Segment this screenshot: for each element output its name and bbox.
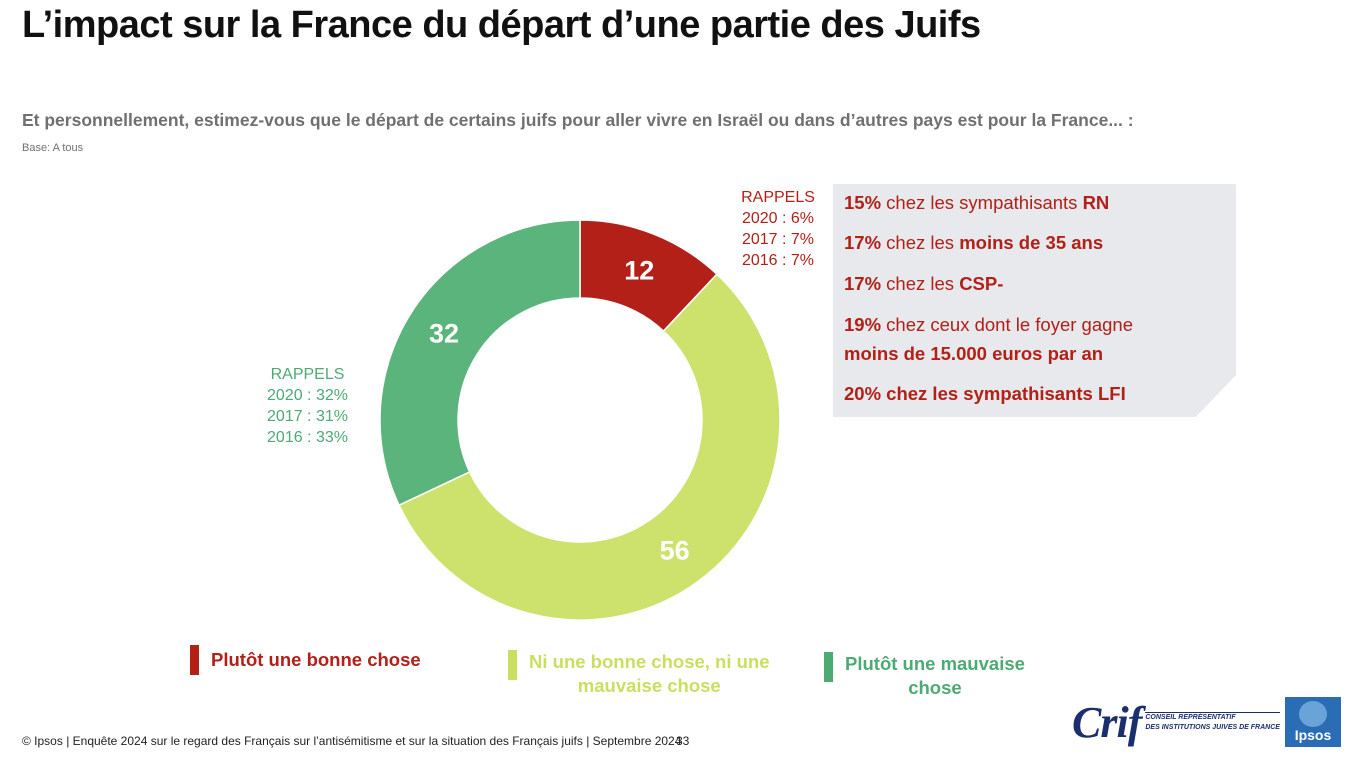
footer-source: © Ipsos | Enquête 2024 sur le regard des… — [22, 734, 682, 748]
legend-swatch-red — [190, 645, 199, 675]
info-line-csp: 17% chez les CSP- — [844, 273, 1004, 294]
rappels-line: 2020 : 32% — [267, 387, 348, 404]
legend-item-bad: Plutôt une mauvaise chose — [824, 652, 1025, 700]
data-label: 56 — [660, 535, 690, 565]
question-text: Et personnellement, estimez-vous que le … — [22, 110, 1134, 130]
rappels-line: 2016 : 7% — [741, 252, 815, 269]
page-title: L’impact sur la France du départ d’une p… — [22, 4, 981, 46]
info-line-lfi: 20% chez les sympathisants LFI — [844, 383, 1126, 404]
legend-swatch-yellow — [508, 650, 517, 680]
info-line-age: 17% chez les moins de 35 ans — [844, 232, 1104, 253]
ipsos-head-icon — [1299, 701, 1327, 727]
crif-wordmark: Crif — [1072, 698, 1142, 747]
legend-label: Ni une bonne chose, ni une mauvaise chos… — [529, 651, 770, 696]
legend-label: Plutôt une mauvaise chose — [845, 653, 1025, 698]
crif-subtitle: CONSEIL REPRÉSENTATIF DES INSTITUTIONS J… — [1145, 712, 1280, 731]
rappels-good: RAPPELS 2020 : 6% 2017 : 7% 2016 : 7% — [732, 187, 824, 271]
info-line-rn: 15% chez les sympathisants RN — [844, 192, 1110, 213]
slice-mauvaise-chose — [379, 219, 581, 507]
legend-item-neutral: Ni une bonne chose, ni une mauvaise chos… — [508, 650, 770, 698]
rappels-line: 2017 : 31% — [267, 408, 348, 425]
legend-label: Plutôt une bonne chose — [211, 649, 421, 670]
rappels-line: 2016 : 33% — [267, 429, 348, 446]
legend-item-good: Plutôt une bonne chose — [190, 645, 421, 675]
base-note: Base: A tous — [22, 142, 84, 154]
info-line-income-2: moins de 15.000 euros par an — [844, 343, 1104, 364]
rappels-bad: RAPPELS 2020 : 32% 2017 : 31% 2016 : 33% — [255, 364, 360, 448]
rappels-title: RAPPELS — [741, 189, 815, 206]
rappels-line: 2017 : 7% — [741, 231, 815, 248]
slice-ni-bonne-ni-mauvaise — [398, 273, 781, 621]
info-line-income: 19% chez ceux dont le foyer gagne — [844, 314, 1134, 335]
rappels-title: RAPPELS — [270, 366, 345, 383]
subgroup-infobox: 15% chez les sympathisants RN 17% chez l… — [833, 184, 1236, 417]
ipsos-logo: Ipsos — [1285, 697, 1341, 747]
page-number: 33 — [676, 734, 690, 748]
legend-swatch-green — [824, 652, 833, 682]
rappels-line: 2020 : 6% — [741, 210, 815, 227]
crif-logo: Crif CONSEIL REPRÉSENTATIF DES INSTITUTI… — [1072, 697, 1280, 748]
data-label: 12 — [624, 255, 654, 285]
data-label: 32 — [429, 319, 459, 349]
donut-chart: 12 56 32 — [379, 219, 781, 621]
